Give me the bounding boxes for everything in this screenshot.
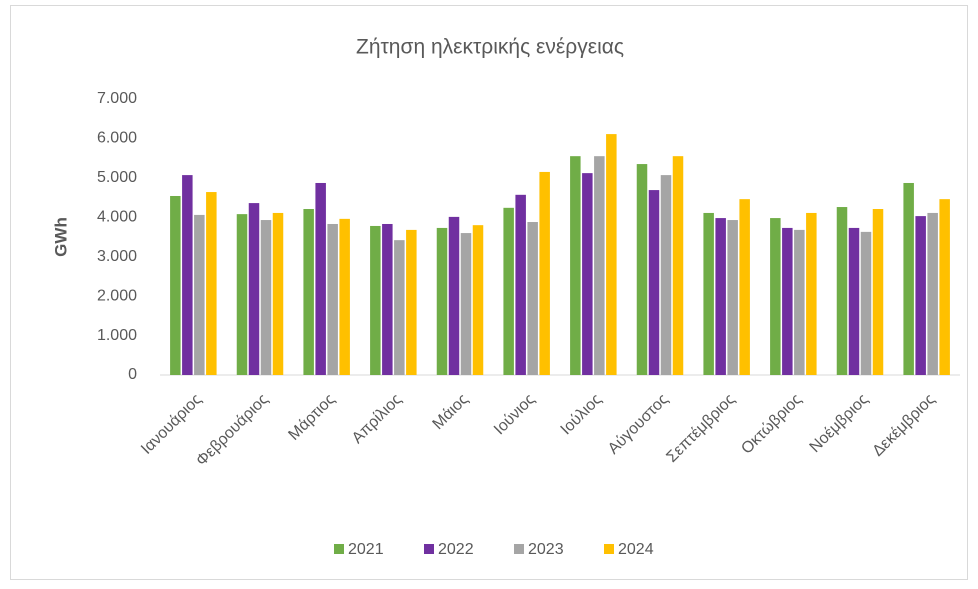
legend-label: 2021 <box>348 541 384 558</box>
bar <box>206 192 217 375</box>
bar <box>339 218 350 375</box>
bar <box>582 173 593 375</box>
bar <box>315 182 326 375</box>
bar <box>782 227 793 375</box>
legend-label: 2024 <box>618 541 654 558</box>
bar <box>170 195 181 375</box>
bar <box>570 156 581 375</box>
bar <box>539 171 550 375</box>
bar <box>594 156 605 375</box>
bar <box>448 216 460 375</box>
chart-title: Ζήτηση ηλεκτρικής ενέργειας <box>356 36 624 59</box>
bar <box>460 233 472 375</box>
y-tick-label: 6.000 <box>97 130 137 147</box>
bar <box>939 199 950 375</box>
y-tick-label: 1.000 <box>97 327 137 344</box>
bar <box>236 214 248 375</box>
legend-label: 2022 <box>438 541 474 558</box>
bar <box>636 164 648 375</box>
legend-swatch <box>514 544 524 554</box>
bar <box>836 207 848 375</box>
bar <box>248 203 260 375</box>
bar <box>406 229 417 375</box>
bar <box>672 156 684 375</box>
bar <box>472 225 484 375</box>
bar <box>727 220 738 375</box>
bar <box>903 182 914 375</box>
bar <box>370 225 381 375</box>
bar <box>182 175 193 375</box>
bar <box>503 207 514 375</box>
bar <box>860 231 872 375</box>
bar <box>715 218 726 375</box>
bar <box>303 209 314 375</box>
bar <box>260 220 272 375</box>
y-tick-label: 0 <box>128 366 137 383</box>
bar <box>606 134 617 375</box>
legend-swatch <box>334 544 344 554</box>
legend-swatch <box>424 544 434 554</box>
bar <box>194 214 205 375</box>
bar <box>703 212 714 375</box>
bar <box>927 212 938 375</box>
y-tick-label: 2.000 <box>97 287 137 304</box>
bar <box>806 212 817 375</box>
bar <box>394 240 405 375</box>
y-tick-label: 5.000 <box>97 169 137 186</box>
bar <box>794 229 805 375</box>
bar <box>527 222 538 375</box>
legend-label: 2023 <box>528 541 564 558</box>
bar <box>515 194 526 375</box>
bar <box>739 199 750 375</box>
legend-swatch <box>604 544 614 554</box>
bar <box>272 212 284 375</box>
bar <box>915 216 926 375</box>
bar <box>660 175 672 375</box>
y-tick-label: 7.000 <box>97 90 137 107</box>
bar <box>327 223 338 375</box>
y-tick-label: 4.000 <box>97 209 137 226</box>
chart-frame <box>10 5 968 580</box>
bar <box>770 218 781 375</box>
bar <box>848 227 860 375</box>
bar <box>382 223 393 375</box>
y-tick-label: 3.000 <box>97 248 137 265</box>
bar <box>436 227 448 375</box>
bar <box>648 190 660 375</box>
y-axis-label: GWh <box>51 217 70 257</box>
bar <box>872 209 884 375</box>
